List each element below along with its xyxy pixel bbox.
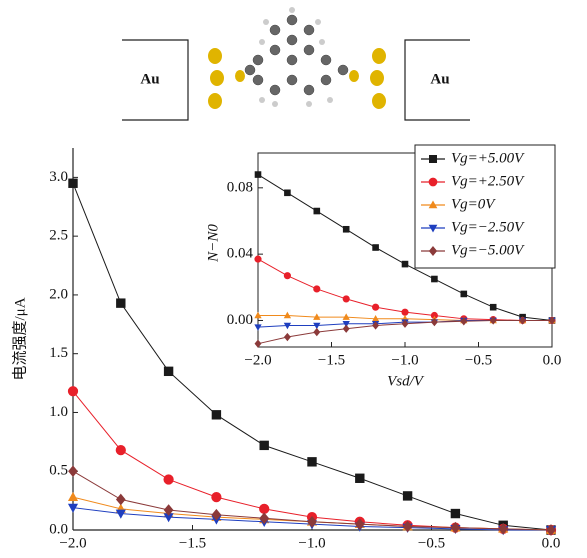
marker [212,492,221,501]
marker [285,190,291,196]
marker [373,245,379,251]
y-axis-label: 电流强度/μA [11,297,28,380]
y-axis-label: N−N0 [205,224,221,263]
marker [69,466,77,476]
x-tick-label: −0.5 [465,352,492,368]
marker [402,309,408,315]
legend-label: Vg=−5.00V [451,242,525,258]
marker [343,226,349,232]
marker [429,178,437,186]
marker [117,299,125,307]
x-tick-label: 0.0 [543,352,562,368]
y-tick-label: 3.0 [49,169,68,185]
x-axis-label: Vsd/V [387,373,425,389]
marker [343,296,349,302]
marker [461,291,467,297]
y-tick-label: 0.04 [227,246,254,262]
marker [255,172,261,178]
marker [432,276,438,282]
x-tick-label: −1.5 [318,352,345,368]
marker [284,273,290,279]
marker [164,475,173,484]
left-electrode-label: Au [140,71,159,87]
marker [255,256,261,262]
marker [116,445,125,454]
y-tick-label: 0.08 [227,179,253,195]
right-electrode-label: Au [430,71,449,87]
marker [314,286,320,292]
y-tick-label: 0.5 [49,463,68,479]
marker [490,304,496,310]
marker [430,156,437,163]
marker [164,367,172,375]
x-tick-label: 0.0 [542,535,561,551]
y-tick-label: 1.5 [49,345,68,361]
x-tick-label: −1.5 [179,535,206,551]
marker [68,387,77,396]
marker [69,179,77,187]
marker [69,493,77,501]
marker [451,509,459,517]
marker [402,261,408,267]
y-tick-label: 2.0 [49,286,68,302]
marker [260,504,269,513]
y-tick-label: 0.0 [49,521,68,537]
carbon-atoms [245,15,348,95]
marker [314,208,320,214]
legend-label: Vg=−2.50V [451,219,525,235]
marker [117,494,125,504]
x-tick-label: −0.5 [418,535,445,551]
x-tick-label: −1.0 [391,352,418,368]
marker [373,304,379,310]
marker [260,441,268,449]
legend-label: Vg=0V [451,196,496,212]
x-tick-label: −2.0 [59,535,86,551]
marker [308,458,316,466]
y-tick-label: 2.5 [49,228,68,244]
legend-label: Vg=+5.00V [451,150,525,166]
marker [356,474,364,482]
x-tick-label: −1.0 [298,535,325,551]
marker [212,411,220,419]
y-tick-label: 1.0 [49,404,68,420]
marker [403,492,411,500]
figure: Au Au −2.0 −1.5 −1.0 −0.5 0.0 0.0 0.5 1.0 1.5 2.0… [0,0,587,558]
molecule-diagram: Au Au [122,7,470,120]
x-tick-label: −2.0 [244,352,271,368]
y-tick-label: 0.00 [227,312,253,328]
legend-label: Vg=+2.50V [451,173,525,189]
